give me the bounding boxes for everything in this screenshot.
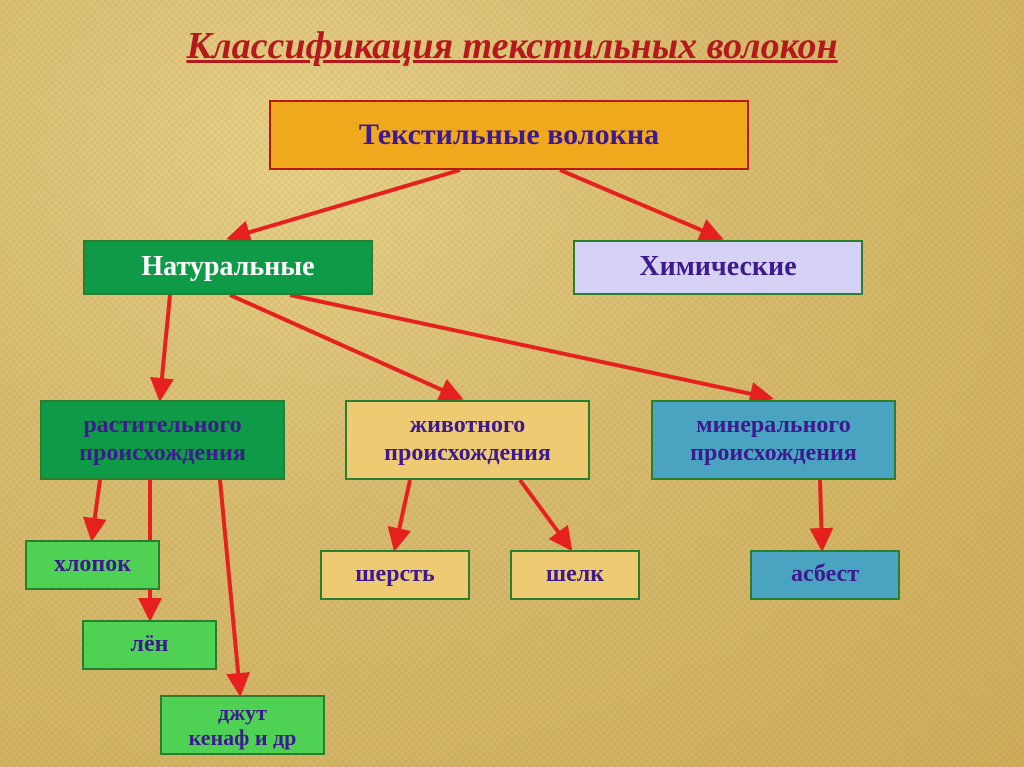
- node-animal: животного происхождения: [345, 400, 590, 480]
- node-root: Текстильные волокна: [269, 100, 749, 170]
- node-jute: джут кенаф и др: [160, 695, 325, 755]
- node-cotton: хлопок: [25, 540, 160, 590]
- node-silk: шелк: [510, 550, 640, 600]
- node-flax: лён: [82, 620, 217, 670]
- node-chemical: Химические: [573, 240, 863, 295]
- node-natural: Натуральные: [83, 240, 373, 295]
- node-wool: шерсть: [320, 550, 470, 600]
- node-mineral: минерального происхождения: [651, 400, 896, 480]
- node-plant: растительного происхождения: [40, 400, 285, 480]
- node-asbestos: асбест: [750, 550, 900, 600]
- diagram-title: Классификация текстильных волокон: [0, 24, 1024, 68]
